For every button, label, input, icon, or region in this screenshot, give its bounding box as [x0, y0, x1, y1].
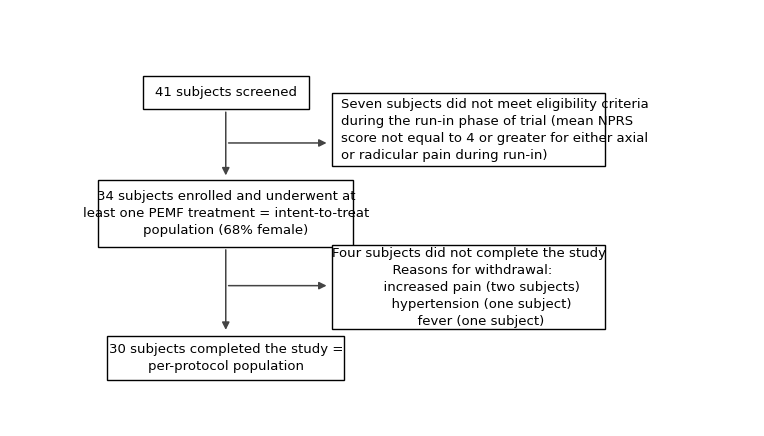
- Bar: [332, 245, 605, 329]
- Text: 30 subjects completed the study =
per-protocol population: 30 subjects completed the study = per-pr…: [108, 343, 343, 373]
- Bar: [332, 92, 605, 167]
- Text: Seven subjects did not meet eligibility criteria
during the run-in phase of tria: Seven subjects did not meet eligibility …: [342, 98, 649, 161]
- Text: Four subjects did not complete the study
  Reasons for withdrawal:
      increas: Four subjects did not complete the study…: [332, 247, 606, 328]
- Bar: [99, 180, 353, 247]
- Text: 41 subjects screened: 41 subjects screened: [155, 86, 296, 99]
- Bar: [143, 76, 309, 109]
- Text: 34 subjects enrolled and underwent at
least one PEMF treatment = intent-to-treat: 34 subjects enrolled and underwent at le…: [83, 190, 369, 237]
- Bar: [107, 336, 345, 380]
